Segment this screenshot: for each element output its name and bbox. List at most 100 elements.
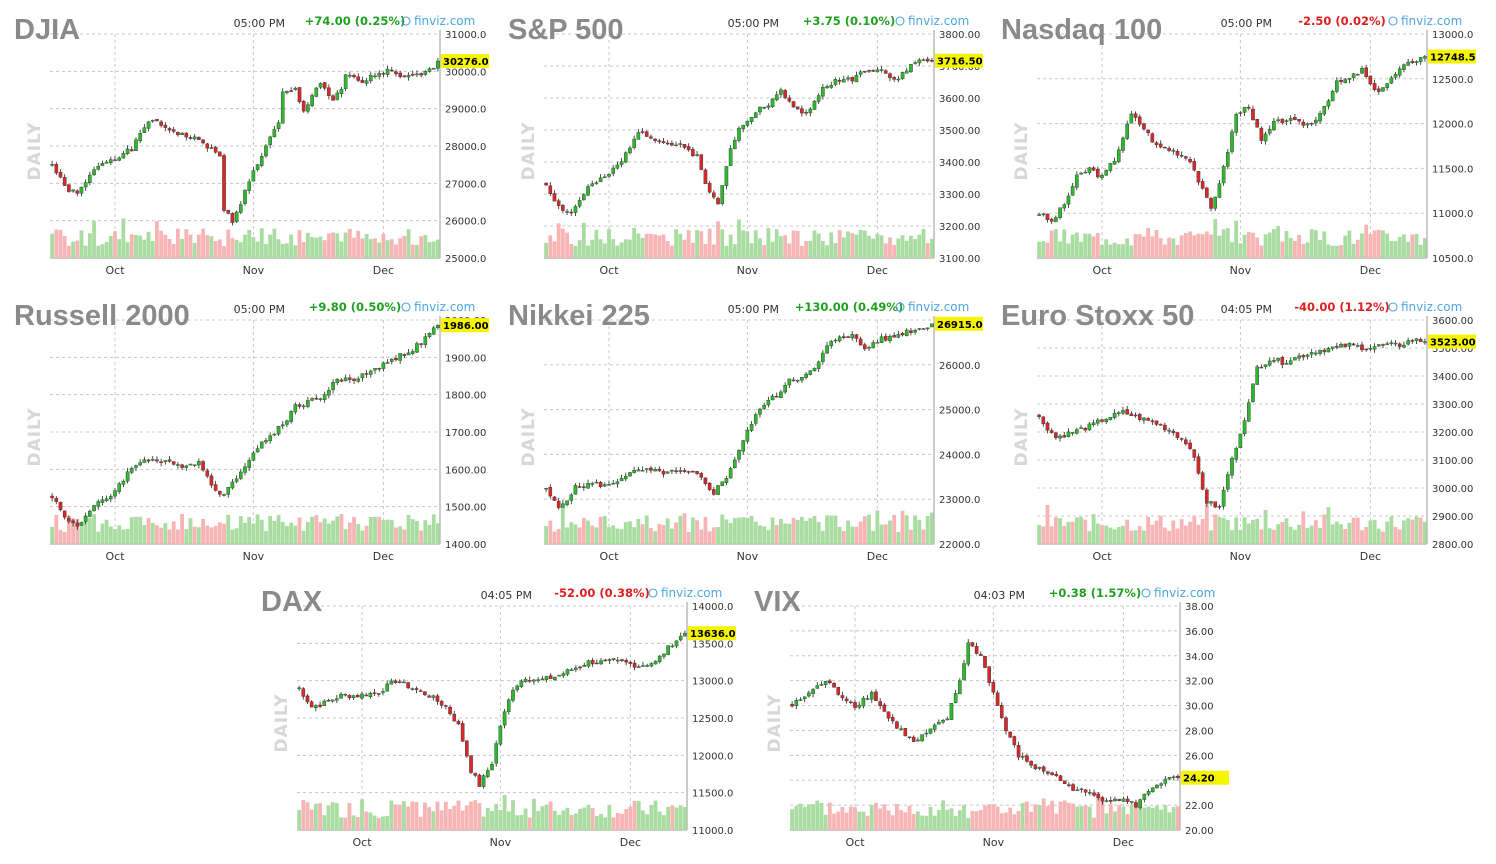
volume-bar xyxy=(879,235,884,258)
volume-bar xyxy=(1364,224,1369,258)
candle-body xyxy=(665,471,670,474)
candle-body xyxy=(142,459,147,463)
volume-bar xyxy=(460,810,465,830)
candle-body xyxy=(373,368,377,371)
volume-bar xyxy=(804,520,808,544)
candle-body xyxy=(1155,784,1159,789)
y-tick-label: 2800.00 xyxy=(1432,540,1473,551)
chart-time: 05:00 PM xyxy=(234,17,285,30)
candle-body xyxy=(218,490,222,495)
candle-body xyxy=(1364,67,1368,77)
volume-bar xyxy=(309,809,314,830)
candle-body xyxy=(795,106,800,110)
volume-bar xyxy=(728,523,733,544)
candle-body xyxy=(900,333,905,336)
candlestick-chart: 27000.026000.025000.024000.023000.022000… xyxy=(508,300,983,563)
candle-body xyxy=(96,166,101,170)
candle-body xyxy=(728,468,733,479)
volume-bar xyxy=(896,531,901,544)
candle-body xyxy=(243,466,247,473)
volume-bar xyxy=(419,530,424,544)
volume-bar xyxy=(1041,526,1046,544)
chart-panel-s-p-500: 3800.003700.003600.003500.003400.003300.… xyxy=(502,6,983,292)
volume-bar xyxy=(1137,526,1142,544)
volume-bar xyxy=(1167,530,1171,544)
candle-body xyxy=(1192,449,1197,458)
candle-body xyxy=(875,69,880,73)
volume-bar xyxy=(532,798,536,830)
candle-body xyxy=(1360,67,1364,74)
candle-body xyxy=(892,77,896,80)
candle-body xyxy=(280,424,285,427)
volume-bar xyxy=(602,243,607,258)
candle-body xyxy=(1410,340,1415,342)
candle-body xyxy=(825,86,829,88)
candle-body xyxy=(301,101,306,112)
candle-body xyxy=(741,124,745,129)
chart-panel-djia: 31000.0 30000.0 29000.0 28000.0 27000.0 26000… xyxy=(8,6,489,292)
candle-body xyxy=(1121,798,1126,802)
x-tick-label: Nov xyxy=(243,264,265,277)
volume-bar xyxy=(431,811,436,830)
volume-bar xyxy=(243,522,247,544)
candle-body xyxy=(712,192,716,198)
volume-bar xyxy=(436,523,440,544)
volume-bar xyxy=(858,521,863,544)
candle-body xyxy=(276,426,281,435)
volume-bar xyxy=(1255,237,1260,258)
volume-bar xyxy=(896,238,901,258)
candle-body xyxy=(712,489,716,495)
volume-bar xyxy=(1318,528,1322,544)
volume-bar xyxy=(368,239,373,258)
candle-body xyxy=(737,450,741,460)
volume-bar xyxy=(808,518,813,544)
volume-bar xyxy=(1385,521,1390,544)
candle-body xyxy=(1079,172,1083,175)
volume-bar xyxy=(925,243,930,258)
volume-bar xyxy=(322,518,327,544)
finviz-logo-icon xyxy=(895,16,905,26)
candle-body xyxy=(293,404,298,413)
candle-body xyxy=(385,683,389,692)
candle-body xyxy=(176,464,180,466)
y-tick-label: 1600.00 xyxy=(445,465,486,476)
candle-body xyxy=(774,395,779,398)
candle-body xyxy=(318,398,323,400)
volume-bar xyxy=(1045,242,1050,258)
candle-body xyxy=(159,461,163,463)
volume-bar xyxy=(306,232,310,258)
volume-bar xyxy=(774,229,779,258)
volume-bar xyxy=(1347,522,1352,544)
volume-bar xyxy=(827,802,832,830)
candle-body xyxy=(869,692,874,700)
volume-bar xyxy=(886,810,891,830)
candle-body xyxy=(1288,118,1293,121)
candle-body xyxy=(590,483,595,485)
candle-body xyxy=(243,189,247,204)
volume-bar xyxy=(66,515,71,544)
candle-body xyxy=(619,161,624,165)
candle-body xyxy=(598,481,603,487)
volume-bar xyxy=(871,238,876,258)
candle-body xyxy=(1213,501,1218,508)
volume-bar xyxy=(62,531,67,544)
volume-bar xyxy=(305,802,310,830)
volume-bar xyxy=(1171,238,1176,258)
candle-body xyxy=(1209,501,1213,504)
volume-bar xyxy=(804,241,808,258)
volume-bar xyxy=(1074,517,1079,544)
volume-bar xyxy=(226,514,231,544)
volume-bar xyxy=(1381,531,1385,544)
volume-bar xyxy=(1150,807,1155,830)
candle-body xyxy=(502,711,507,726)
volume-bar xyxy=(431,514,436,544)
candle-body xyxy=(83,515,88,522)
candle-body xyxy=(335,378,340,383)
candle-body xyxy=(753,414,758,424)
volume-bar xyxy=(1251,232,1255,258)
volume-bar xyxy=(586,804,591,830)
candle-body xyxy=(1083,427,1088,431)
volume-bar xyxy=(180,238,184,258)
volume-bar xyxy=(276,239,281,258)
volume-bar xyxy=(1095,233,1100,258)
